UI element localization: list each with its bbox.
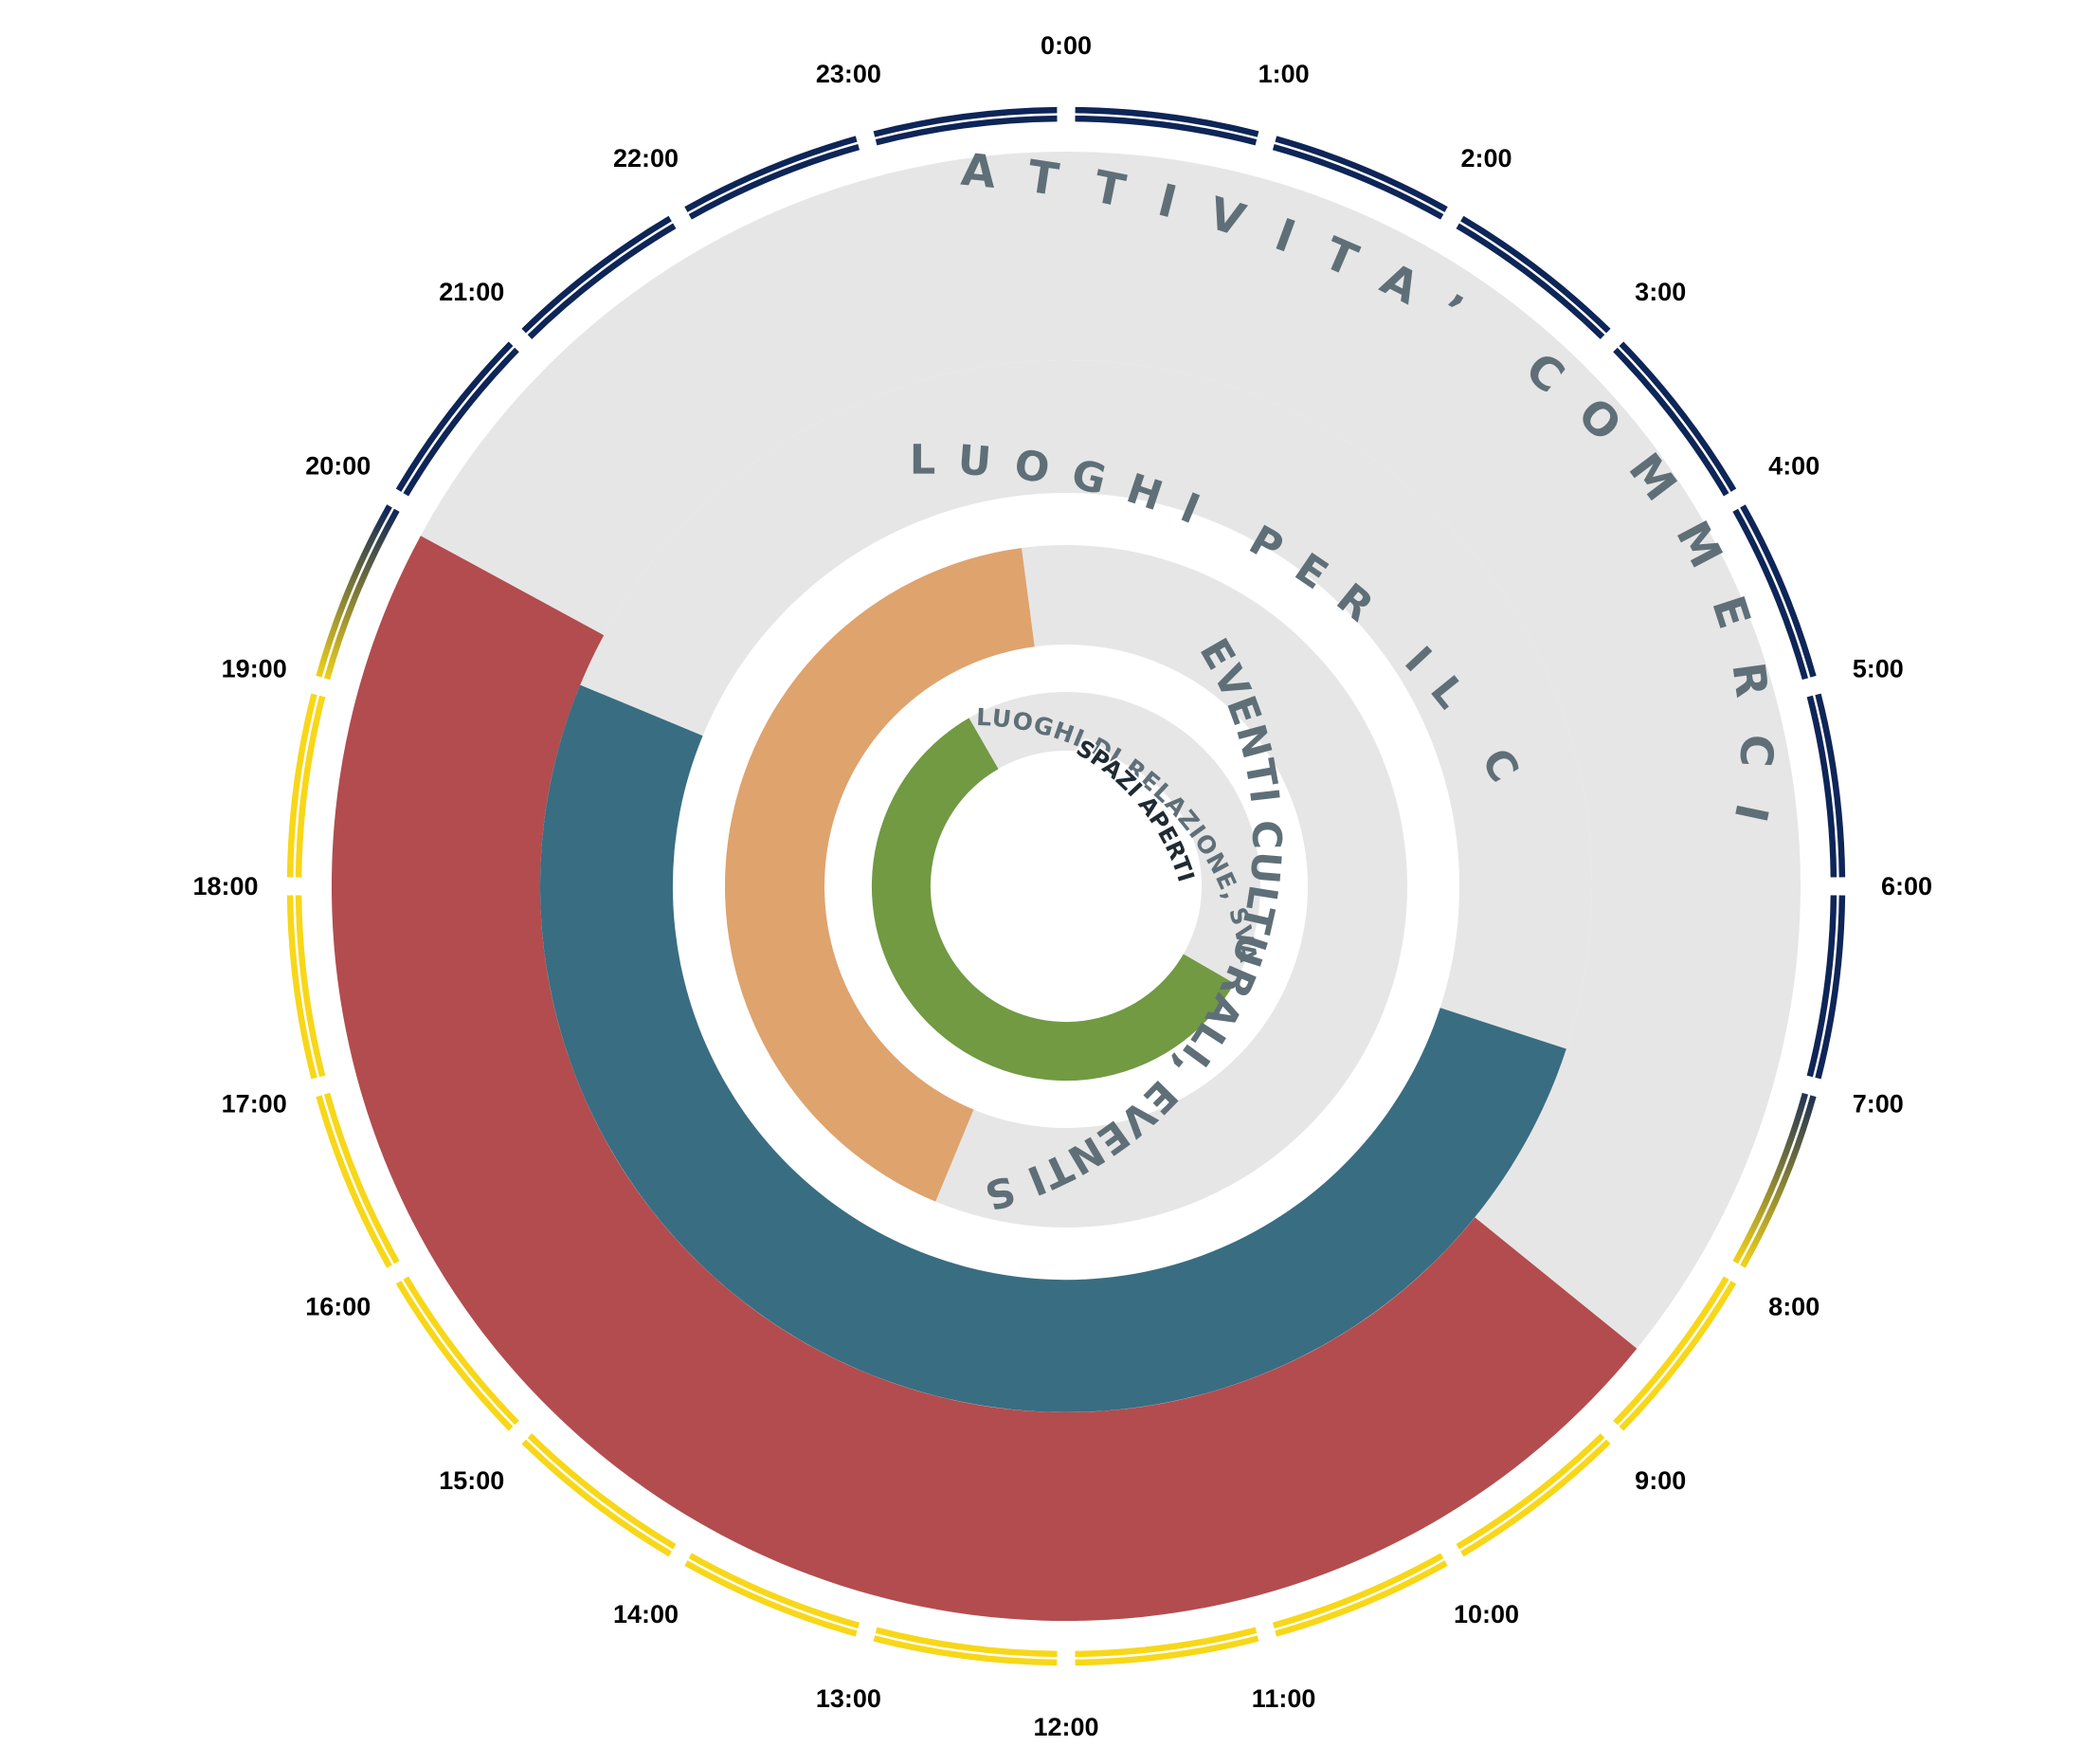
clock-segment-8-outer [1619, 1281, 1737, 1431]
clock-segment-2-inner [1456, 223, 1605, 339]
hour-label-22: 22:00 [613, 144, 679, 173]
clock-segment-3-outer [1619, 341, 1737, 492]
clock-segment-16-outer [316, 1095, 392, 1268]
clock-segment-7-outer [1740, 1095, 1817, 1268]
hour-label-3: 3:00 [1635, 278, 1686, 306]
clock-segment-20-inner [403, 347, 519, 497]
clock-segment-9-outer [1460, 1439, 1611, 1557]
clock-segment-4-outer [1740, 504, 1817, 678]
clock-segment-23-inner [875, 115, 1058, 146]
ring-segment-3 [725, 548, 1035, 1202]
clock-segment-0-outer [1075, 106, 1259, 137]
rings-layer [331, 152, 1801, 1622]
hour-label-17: 17:00 [222, 1090, 287, 1119]
clock-segment-8-inner [1613, 1276, 1729, 1426]
hour-label-23: 23:00 [816, 60, 881, 88]
ring-segment-2 [540, 684, 1566, 1412]
hour-label-10: 10:00 [1454, 1600, 1519, 1628]
hour-label-18: 18:00 [192, 872, 258, 900]
ring-segment-1 [331, 536, 1638, 1622]
clock-segment-20-outer [395, 341, 514, 492]
clock-segment-5-inner [1806, 695, 1838, 878]
clock-segment-22-inner [688, 143, 860, 220]
clock-segment-17-inner [295, 895, 326, 1078]
clock-segment-23-outer [873, 106, 1058, 137]
clock-segment-12-outer [873, 1635, 1058, 1666]
hour-label-11: 11:00 [1252, 1684, 1316, 1713]
clock-segment-13-inner [688, 1553, 860, 1629]
clock-segment-1-inner [1272, 143, 1444, 220]
clock-segment-11-outer [1075, 1635, 1259, 1666]
hour-label-21: 21:00 [439, 278, 504, 306]
clock-segment-6-outer [1815, 895, 1846, 1080]
clock-segment-6-inner [1806, 895, 1838, 1078]
clock-segment-22-outer [684, 136, 858, 212]
clock-segment-2-outer [1460, 215, 1611, 334]
clock-segment-13-outer [684, 1560, 858, 1637]
clock-segment-5-outer [1815, 693, 1846, 878]
clock-segment-7-inner [1732, 1092, 1809, 1264]
hour-label-9: 9:00 [1635, 1466, 1686, 1495]
hour-label-7: 7:00 [1853, 1090, 1904, 1119]
clock-segment-21-inner [527, 223, 677, 339]
clock-segment-1-outer [1275, 136, 1448, 212]
hour-label-19: 19:00 [222, 654, 287, 682]
hour-label-4: 4:00 [1768, 452, 1819, 481]
clock-segment-15-outer [395, 1281, 514, 1431]
clock-segment-14-inner [527, 1433, 677, 1550]
clock-segment-19-outer [316, 504, 392, 678]
hour-label-6: 6:00 [1881, 872, 1932, 900]
clock-segment-0-inner [1075, 115, 1258, 146]
clock-segment-14-outer [521, 1439, 672, 1557]
clock-segment-9-inner [1456, 1433, 1605, 1550]
ring-segment-4 [871, 718, 1235, 1082]
clock-segment-4-inner [1732, 508, 1809, 681]
clock-segment-18-outer [286, 693, 317, 878]
clock-segment-16-inner [323, 1092, 400, 1264]
clock-segment-19-inner [323, 508, 400, 681]
clock-segment-3-inner [1613, 347, 1729, 497]
clock-segment-10-outer [1275, 1560, 1448, 1637]
hour-label-0: 0:00 [1041, 31, 1092, 60]
clock-ring: 0:00 1:00 2:00 3:00 4:00 5:00 6:00 7:00 8:00 9:00… [192, 31, 1932, 1741]
clock-segment-10-inner [1272, 1553, 1444, 1629]
hour-label-14: 14:00 [613, 1600, 679, 1628]
clock-segment-12-inner [875, 1627, 1058, 1658]
hour-label-15: 15:00 [439, 1466, 504, 1495]
clock-segment-18-inner [295, 695, 326, 878]
clock-segment-17-outer [286, 895, 317, 1080]
hour-label-16: 16:00 [305, 1293, 371, 1321]
hour-label-5: 5:00 [1853, 654, 1904, 682]
hour-label-8: 8:00 [1768, 1293, 1819, 1321]
clock-segment-15-inner [403, 1276, 519, 1426]
hour-label-13: 13:00 [816, 1684, 881, 1713]
hour-label-20: 20:00 [305, 452, 371, 481]
clock-segment-11-inner [1075, 1627, 1258, 1658]
hour-label-12: 12:00 [1033, 1713, 1098, 1741]
hour-label-1: 1:00 [1258, 60, 1310, 88]
clock-segment-21-outer [521, 215, 672, 334]
hour-label-2: 2:00 [1460, 144, 1512, 173]
